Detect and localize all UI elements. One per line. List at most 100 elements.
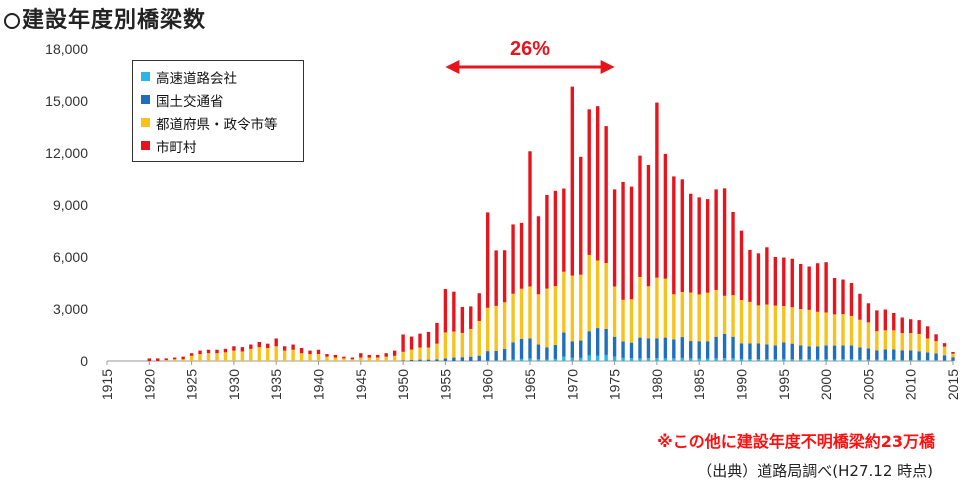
bar-segment xyxy=(257,341,261,348)
bar-segment xyxy=(638,337,642,359)
bar-segment xyxy=(291,344,295,350)
bar-segment xyxy=(705,341,710,359)
bar-segment xyxy=(883,330,888,350)
bar-segment xyxy=(646,164,651,287)
bar-segment xyxy=(790,343,794,360)
bar-segment xyxy=(384,356,388,361)
bar-segment xyxy=(232,346,236,351)
bar-segment xyxy=(308,350,312,355)
bar-segment xyxy=(824,345,828,360)
bar-segment xyxy=(841,345,845,360)
bar-segment xyxy=(917,320,921,334)
x-tick-label: 1930 xyxy=(226,369,242,400)
circle-icon xyxy=(4,13,20,29)
bar-segment xyxy=(883,309,888,331)
bar-segment xyxy=(604,328,608,355)
bar-segment xyxy=(689,193,693,293)
bar-segment xyxy=(799,309,803,346)
legend-swatch-icon xyxy=(141,141,150,150)
bar-segment xyxy=(587,109,591,255)
legend-swatch-icon xyxy=(141,72,150,81)
bar-segment xyxy=(756,343,761,360)
bar-segment xyxy=(951,351,955,354)
bar-segment xyxy=(722,295,727,334)
bar-segment xyxy=(536,359,541,361)
bar-segment xyxy=(731,295,735,337)
bar-segment xyxy=(426,331,431,348)
bar-segment xyxy=(815,263,820,312)
bar-segment xyxy=(858,347,862,360)
bar-segment xyxy=(731,358,735,361)
bar-segment xyxy=(841,279,845,315)
bar-segment xyxy=(579,274,583,341)
bar-segment xyxy=(536,294,541,345)
bar-segment xyxy=(215,353,219,361)
bar-segment xyxy=(435,343,439,360)
bar-segment xyxy=(942,343,947,347)
bar-segment xyxy=(697,294,701,342)
bar-segment xyxy=(714,336,718,359)
bar-segment xyxy=(587,355,591,361)
x-tick-label: 2000 xyxy=(818,369,834,400)
bar-segment xyxy=(367,357,371,361)
bar-segment xyxy=(680,357,684,361)
bar-segment xyxy=(477,293,481,321)
bar-segment xyxy=(807,266,811,310)
bar-segment xyxy=(841,314,845,346)
bar-segment xyxy=(181,359,185,361)
legend-label: 国土交通省 xyxy=(156,93,224,110)
annotation-label: 26% xyxy=(510,38,550,60)
bar-segment xyxy=(925,360,930,361)
bar-segment xyxy=(909,359,913,361)
bar-segment xyxy=(553,286,558,346)
bar-segment xyxy=(663,278,668,338)
bar-segment xyxy=(376,354,380,358)
bar-segment xyxy=(528,151,532,287)
bar-segment xyxy=(824,262,828,313)
bar-segment xyxy=(477,355,481,361)
bar-segment xyxy=(401,360,405,361)
bar-segment xyxy=(807,309,811,347)
bar-segment xyxy=(308,354,312,361)
x-tick-label: 1950 xyxy=(395,369,411,400)
bar-segment xyxy=(460,306,465,333)
bar-segment xyxy=(562,271,566,333)
bar-segment xyxy=(773,359,778,361)
bar-segment xyxy=(739,299,744,344)
bar-segment xyxy=(443,332,448,359)
x-axis: 1915 1920 1925 1930 1935 1940 1945 1950 1955 1960… xyxy=(99,360,961,400)
bar-segment xyxy=(697,358,701,361)
bar-segment xyxy=(401,351,405,361)
bar-segment xyxy=(384,353,388,357)
bar-segment xyxy=(282,346,287,351)
bar-segment xyxy=(807,346,811,360)
bar-segment xyxy=(418,333,422,348)
bar-segment xyxy=(934,334,938,342)
bar-segment xyxy=(570,86,574,276)
bar-segment xyxy=(739,358,744,361)
bar-segment xyxy=(325,354,329,357)
bar-segment xyxy=(925,352,930,361)
x-tick-label: 1915 xyxy=(99,369,115,400)
legend-item: 国土交通省 xyxy=(141,88,295,111)
bar-segment xyxy=(697,341,701,359)
bar-segment xyxy=(299,348,304,354)
bar-segment xyxy=(849,345,854,360)
bar-segment xyxy=(189,353,194,356)
bar-segment xyxy=(832,277,837,315)
bar-segment xyxy=(638,276,642,338)
x-tick-label: 1925 xyxy=(184,369,200,400)
bar-segment xyxy=(748,359,752,361)
bar-segment xyxy=(562,188,566,272)
bar-segment xyxy=(612,356,617,361)
bar-segment xyxy=(900,317,904,334)
bar-segment xyxy=(773,257,778,306)
bar-segment xyxy=(418,347,422,360)
bar-segment xyxy=(621,299,625,342)
bar-segment xyxy=(790,307,794,344)
bar-segment xyxy=(756,359,761,361)
bar-segment xyxy=(705,358,710,361)
bar-segment xyxy=(519,358,524,361)
bar-segment xyxy=(612,189,617,287)
bar-segment xyxy=(511,293,515,343)
